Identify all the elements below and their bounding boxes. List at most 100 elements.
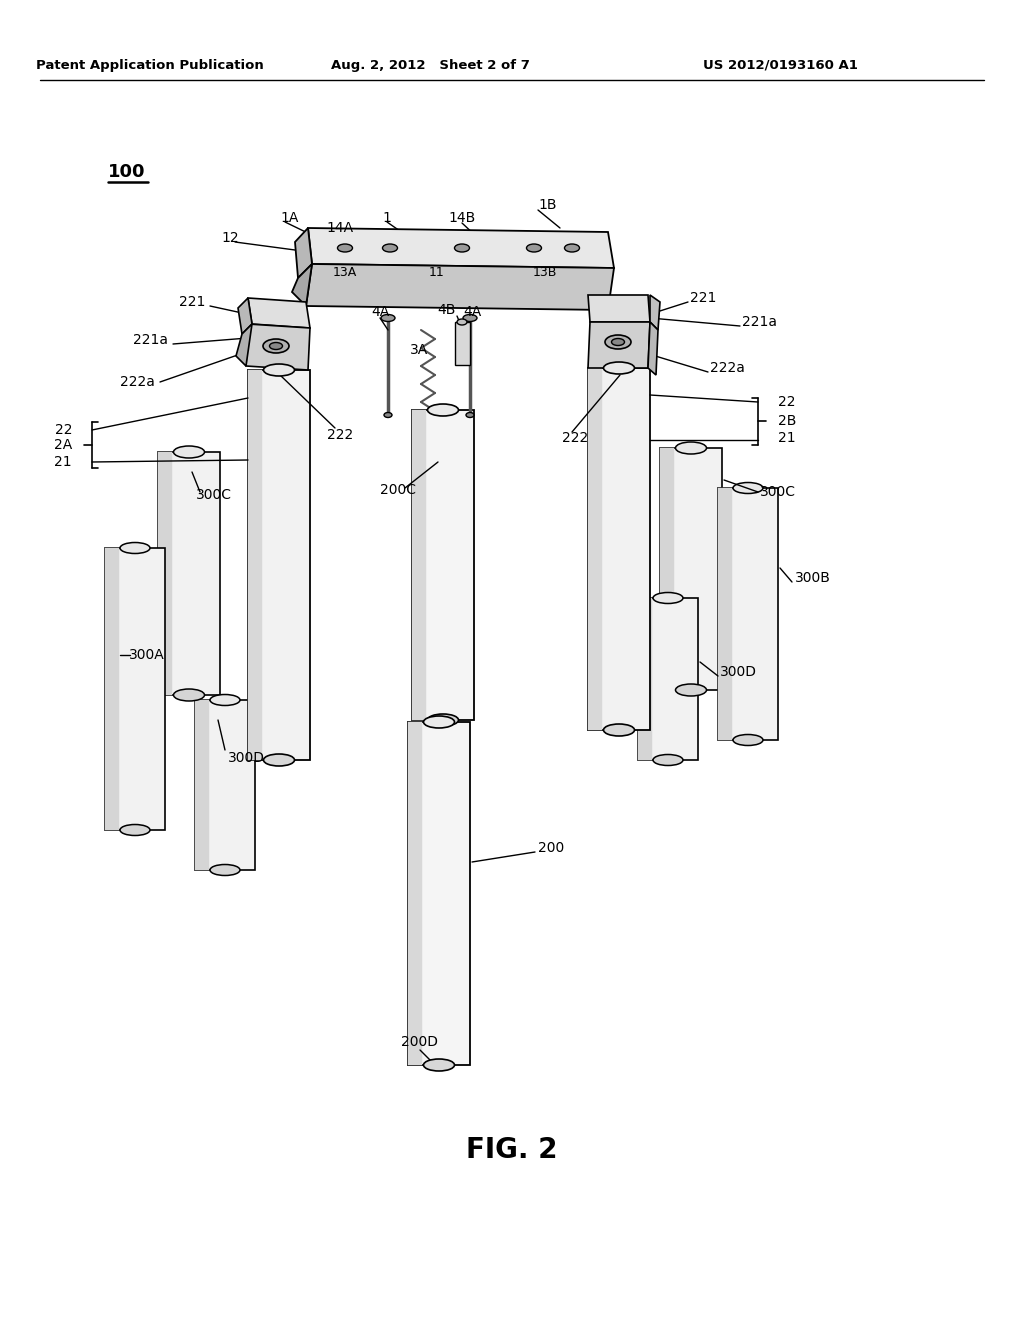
Ellipse shape — [424, 1059, 455, 1071]
Text: 14B: 14B — [449, 211, 475, 224]
Ellipse shape — [263, 364, 295, 376]
Text: 222: 222 — [562, 432, 588, 445]
Polygon shape — [238, 298, 252, 334]
Text: 300D: 300D — [228, 751, 265, 766]
Ellipse shape — [263, 339, 289, 352]
Polygon shape — [105, 548, 119, 830]
Ellipse shape — [269, 342, 283, 350]
Polygon shape — [718, 488, 732, 741]
Ellipse shape — [605, 335, 631, 348]
Polygon shape — [292, 264, 312, 306]
Ellipse shape — [338, 244, 352, 252]
Text: 300D: 300D — [720, 665, 757, 678]
Ellipse shape — [463, 314, 477, 322]
Polygon shape — [236, 323, 252, 366]
Polygon shape — [638, 598, 652, 760]
Polygon shape — [588, 294, 650, 322]
Polygon shape — [158, 451, 172, 696]
Ellipse shape — [173, 689, 205, 701]
Ellipse shape — [427, 714, 459, 726]
Ellipse shape — [120, 543, 150, 553]
Text: Patent Application Publication: Patent Application Publication — [36, 58, 264, 71]
Ellipse shape — [733, 483, 763, 494]
Text: 4A: 4A — [371, 305, 389, 319]
Polygon shape — [588, 368, 650, 730]
Ellipse shape — [210, 865, 240, 875]
Text: 300C: 300C — [196, 488, 232, 502]
Text: 11: 11 — [429, 265, 444, 279]
Text: FIG. 2: FIG. 2 — [466, 1137, 558, 1164]
Ellipse shape — [564, 244, 580, 252]
Text: 2A: 2A — [53, 438, 72, 451]
Text: 221: 221 — [178, 294, 205, 309]
Ellipse shape — [381, 314, 395, 322]
Polygon shape — [648, 322, 658, 375]
Ellipse shape — [263, 754, 295, 766]
Text: 3A: 3A — [410, 343, 428, 356]
Text: 221a: 221a — [133, 333, 168, 347]
Polygon shape — [158, 451, 220, 696]
Text: 1A: 1A — [281, 211, 299, 224]
Text: 1B: 1B — [539, 198, 557, 213]
Text: 300B: 300B — [795, 572, 830, 585]
Polygon shape — [246, 323, 310, 370]
Text: 21: 21 — [54, 455, 72, 469]
Text: 2B: 2B — [778, 414, 797, 428]
Polygon shape — [412, 411, 474, 719]
Polygon shape — [105, 548, 165, 830]
Ellipse shape — [384, 412, 392, 417]
Text: 21: 21 — [778, 432, 796, 445]
Polygon shape — [455, 322, 470, 366]
Ellipse shape — [210, 694, 240, 705]
Text: 300C: 300C — [760, 484, 796, 499]
Text: 300A: 300A — [129, 648, 165, 663]
Ellipse shape — [676, 684, 707, 696]
Polygon shape — [408, 722, 422, 1065]
Ellipse shape — [173, 446, 205, 458]
Text: 200: 200 — [538, 841, 564, 855]
Text: 12: 12 — [221, 231, 239, 246]
Text: 22: 22 — [54, 422, 72, 437]
Text: 13A: 13A — [333, 265, 357, 279]
Polygon shape — [295, 228, 312, 279]
Ellipse shape — [603, 362, 635, 374]
Polygon shape — [588, 322, 650, 368]
Polygon shape — [248, 298, 310, 327]
Text: 222a: 222a — [710, 360, 744, 375]
Ellipse shape — [733, 734, 763, 746]
Ellipse shape — [455, 244, 469, 252]
Polygon shape — [408, 722, 470, 1065]
Text: 100: 100 — [108, 162, 145, 181]
Polygon shape — [588, 368, 602, 730]
Text: Aug. 2, 2012   Sheet 2 of 7: Aug. 2, 2012 Sheet 2 of 7 — [331, 58, 529, 71]
Polygon shape — [660, 447, 722, 690]
Ellipse shape — [653, 593, 683, 603]
Text: 22: 22 — [778, 395, 796, 409]
Text: 222: 222 — [327, 428, 353, 442]
Text: 4A: 4A — [463, 305, 481, 319]
Ellipse shape — [424, 715, 455, 729]
Ellipse shape — [603, 723, 635, 737]
Ellipse shape — [611, 338, 625, 346]
Ellipse shape — [653, 755, 683, 766]
Text: 4B: 4B — [437, 304, 456, 317]
Ellipse shape — [526, 244, 542, 252]
Polygon shape — [248, 370, 310, 760]
Ellipse shape — [427, 404, 459, 416]
Ellipse shape — [383, 244, 397, 252]
Ellipse shape — [457, 319, 467, 325]
Ellipse shape — [120, 825, 150, 836]
Polygon shape — [650, 294, 660, 330]
Polygon shape — [306, 264, 614, 310]
Text: 222a: 222a — [120, 375, 155, 389]
Polygon shape — [308, 228, 614, 268]
Polygon shape — [718, 488, 778, 741]
Text: 14A: 14A — [327, 220, 353, 235]
Polygon shape — [248, 370, 262, 760]
Polygon shape — [660, 447, 674, 690]
Polygon shape — [195, 700, 209, 870]
Text: 200D: 200D — [401, 1035, 438, 1049]
Text: 200C: 200C — [380, 483, 416, 498]
Text: 13B: 13B — [532, 265, 557, 279]
Ellipse shape — [676, 442, 707, 454]
